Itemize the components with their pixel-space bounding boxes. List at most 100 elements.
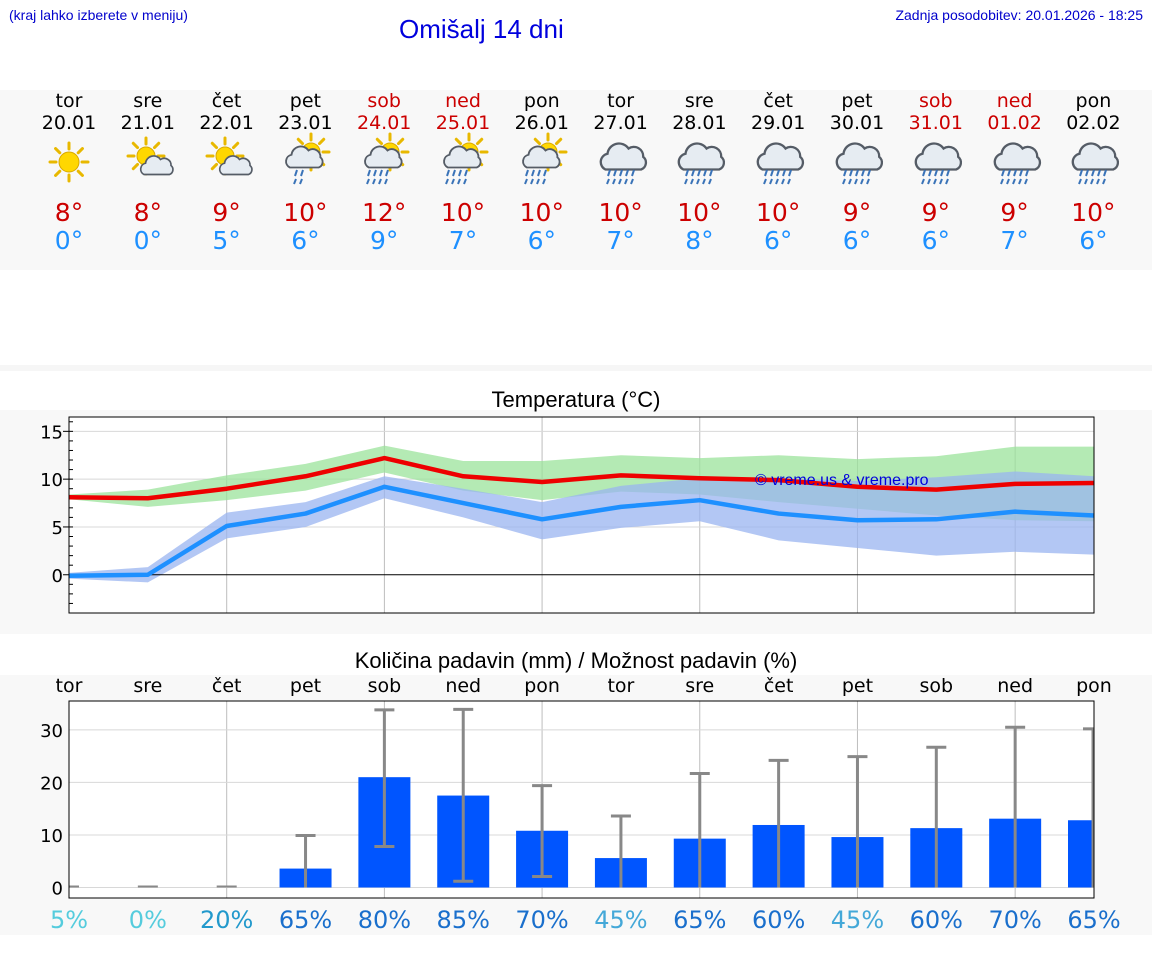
- max-temperature: 12°: [362, 198, 407, 227]
- rain-drop: [1090, 178, 1095, 185]
- max-temperature: 10°: [756, 198, 801, 227]
- precipitation-chance: 65%: [673, 906, 726, 934]
- cloud-rain-icon: [1071, 142, 1120, 185]
- cloud-rain-icon: [993, 142, 1041, 185]
- category-label: pet: [290, 675, 321, 697]
- rain-drop: [529, 178, 534, 185]
- rain-drop: [606, 169, 611, 177]
- precipitation-chance: 45%: [831, 906, 884, 934]
- rain-drop: [464, 169, 468, 177]
- rain-drop: [630, 169, 635, 177]
- rain-drop: [1000, 169, 1005, 177]
- cloud-body: [521, 145, 561, 169]
- weather-icon: [126, 136, 174, 176]
- rain-drop: [605, 178, 610, 185]
- day-date: 23.01: [278, 112, 333, 134]
- sunny-icon: [48, 141, 90, 183]
- rain-drop: [945, 169, 950, 177]
- rain-drop: [782, 169, 787, 177]
- rain-drop: [1085, 169, 1090, 177]
- day-name: čet: [211, 90, 242, 112]
- sun-ray: [54, 169, 62, 177]
- rain-drop: [1079, 169, 1084, 177]
- rain-drop: [926, 178, 931, 185]
- cloud-shape: [218, 155, 253, 176]
- rain-drop: [843, 169, 847, 177]
- cloud-shape: [914, 142, 962, 171]
- max-temperature: 9°: [842, 198, 872, 227]
- category-label: pon: [524, 675, 560, 697]
- precipitation-chance: 0%: [129, 906, 167, 934]
- cloud-shape: [364, 145, 403, 169]
- max-temperature: 8°: [54, 198, 84, 227]
- rain-drop: [1078, 178, 1083, 185]
- cloud-body: [285, 145, 324, 169]
- watermark-text: © vreme.us & vreme.pro: [755, 472, 929, 489]
- y-tick-label: 5: [52, 518, 63, 539]
- day-date: 28.01: [672, 112, 727, 134]
- precipitation-chance: 20%: [200, 906, 253, 934]
- y-tick-label: 10: [40, 826, 63, 847]
- rain-drop: [384, 178, 389, 185]
- min-temperature: 7°: [1000, 226, 1029, 255]
- cloud-rain-icon: [599, 142, 647, 185]
- rain-drop: [535, 178, 540, 185]
- category-label: čet: [764, 675, 794, 697]
- location-menu-hint[interactable]: (kraj lahko izberete v meniju): [9, 7, 188, 23]
- precipitation-chance: 5%: [50, 906, 88, 934]
- max-temperature: 10°: [677, 198, 722, 227]
- precipitation-chart: tor sre čet pet sob ned pon tor sre čet pet sob ned p…: [40, 675, 1121, 934]
- day-date: 30.01: [829, 112, 885, 134]
- category-label: pon: [1076, 675, 1112, 697]
- rain-drop: [776, 169, 781, 177]
- rain-drop: [770, 169, 775, 177]
- rain-drop: [293, 178, 298, 185]
- y-tick-label: 0: [52, 878, 63, 899]
- rain-drop: [452, 169, 456, 177]
- rain-drop: [1091, 169, 1096, 177]
- cloud-body: [914, 142, 962, 171]
- rain-drop: [1102, 178, 1107, 185]
- sun-ray: [76, 169, 84, 177]
- rain-drop: [524, 169, 529, 177]
- min-temperature: 9°: [369, 226, 399, 255]
- rain-drop: [691, 169, 696, 177]
- rain-drop: [708, 178, 713, 185]
- day-name: sob: [919, 90, 953, 112]
- rain-drop: [629, 178, 634, 185]
- sun-rain-icon: [521, 132, 568, 185]
- sun-ray: [210, 141, 218, 150]
- temperature-chart-title: Temperatura (°C): [491, 387, 661, 412]
- rain-drop: [1024, 169, 1029, 177]
- rain-drop: [1103, 169, 1108, 177]
- min-temperature-line: [68, 484, 1095, 578]
- rain-drop: [769, 178, 774, 185]
- rain-drop: [541, 178, 546, 185]
- rain-drop: [685, 169, 690, 177]
- rain-drop: [861, 169, 865, 177]
- rain-drop: [684, 178, 689, 185]
- y-tick-label: 10: [40, 470, 63, 491]
- max-temperature: 9°: [1000, 198, 1029, 227]
- cloud-rain-icon: [756, 142, 805, 185]
- rain-drop: [451, 178, 455, 185]
- rain-drop: [542, 169, 547, 177]
- precipitation-chance: 65%: [279, 906, 332, 934]
- cloud-shape: [521, 145, 561, 169]
- rain-drop: [763, 178, 768, 185]
- cloud-shape: [285, 145, 324, 169]
- y-tick-label: 15: [40, 422, 63, 443]
- cloud-body: [677, 142, 726, 171]
- sun-ray: [533, 137, 541, 146]
- rain-drop: [842, 178, 846, 185]
- rain-drop: [697, 169, 702, 177]
- rain-drop: [463, 178, 467, 185]
- precipitation-chance: 60%: [752, 906, 805, 934]
- sun-ray: [210, 162, 218, 171]
- day-name: ned: [445, 90, 481, 112]
- max-temperature: 8°: [133, 198, 162, 227]
- sun-rain-light-icon: [285, 132, 331, 185]
- category-label: ned: [445, 675, 481, 697]
- category-label: sob: [368, 675, 402, 697]
- rain-drop: [849, 169, 853, 177]
